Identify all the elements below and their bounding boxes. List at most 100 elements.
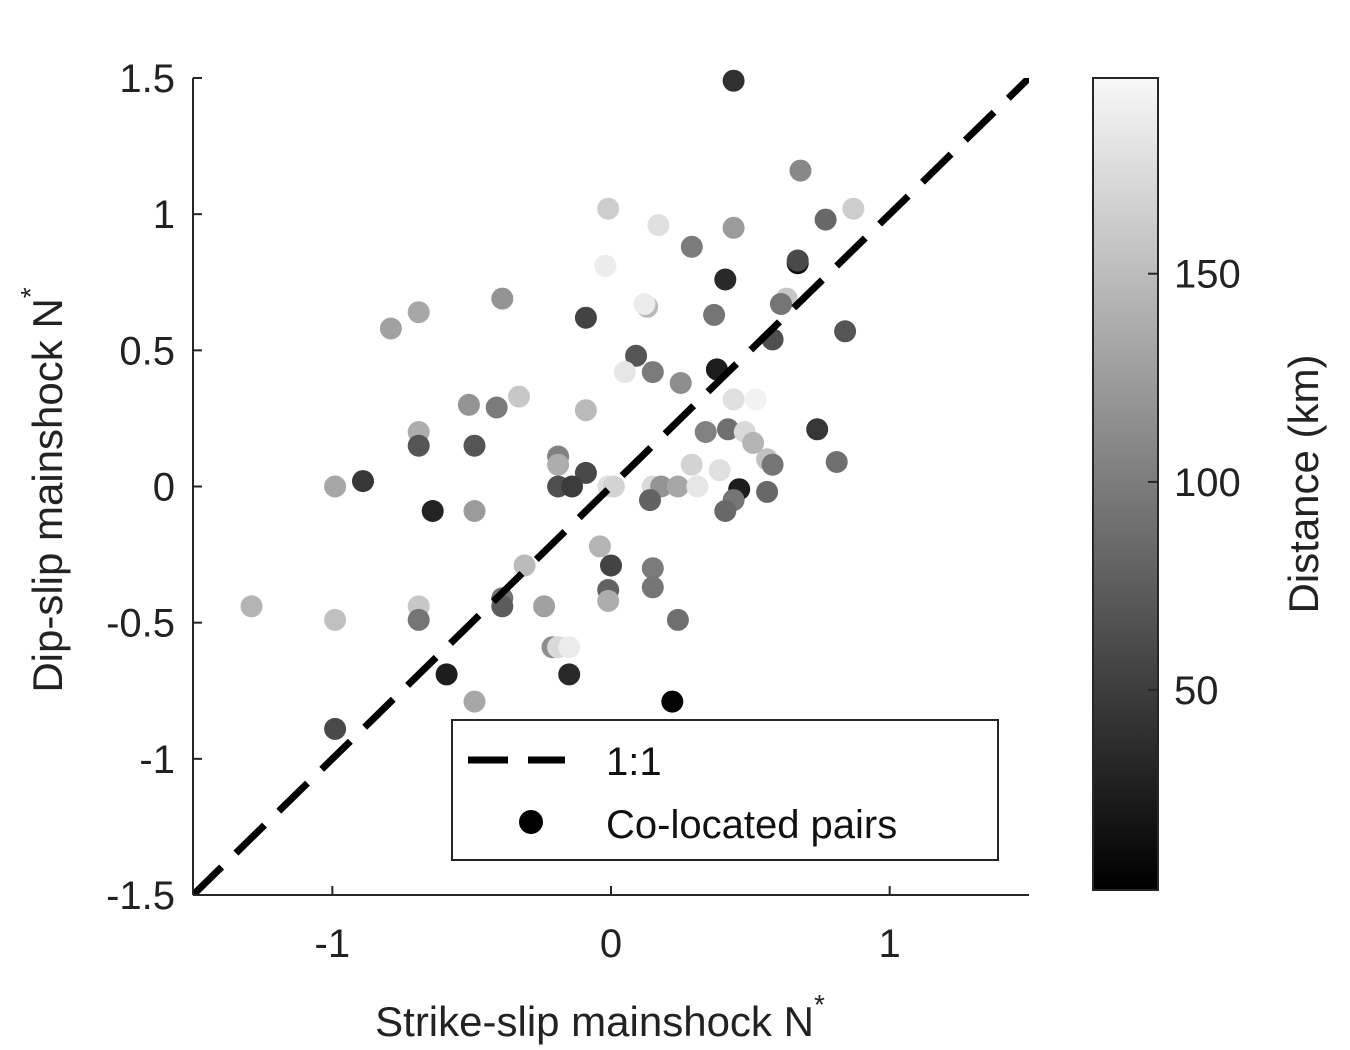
- data-point: [680, 453, 703, 476]
- data-point: [686, 475, 709, 498]
- data-point: [407, 434, 430, 457]
- y-axis-title-superscript: *: [15, 287, 46, 298]
- data-point: [770, 293, 792, 315]
- data-point: [324, 608, 347, 631]
- y-tick-label: -0.5: [106, 602, 175, 646]
- colorbar-tick-label: 50: [1174, 669, 1219, 713]
- data-point: [547, 453, 570, 476]
- colorbar-label: Distance (km): [1280, 354, 1327, 613]
- data-point: [561, 475, 583, 498]
- x-tick-label: -1: [315, 922, 351, 966]
- data-point: [814, 208, 837, 231]
- data-point: [491, 287, 514, 310]
- y-tick-label: 0.5: [119, 329, 175, 373]
- data-point: [641, 576, 664, 599]
- data-point: [647, 214, 670, 237]
- data-point: [625, 344, 648, 367]
- data-point: [641, 361, 664, 384]
- colorbar-tick-label: 100: [1174, 461, 1241, 505]
- data-point: [669, 372, 692, 394]
- data-point: [722, 216, 745, 239]
- data-point: [708, 459, 731, 482]
- y-ticks: -1.5 -1 -0.5 0 0.5 1 1.5: [106, 57, 202, 918]
- legend-circle-marker: [519, 810, 543, 834]
- x-tick-label: 0: [600, 922, 622, 966]
- legend: 1:1 Co-located pairs: [451, 719, 999, 861]
- data-point: [513, 554, 536, 577]
- data-point: [594, 254, 617, 277]
- data-point: [463, 690, 486, 713]
- data-point: [485, 396, 508, 419]
- data-point: [680, 235, 703, 258]
- x-axis-title-text: Strike-slip mainshock N: [375, 998, 814, 1045]
- data-point: [714, 268, 737, 291]
- data-point: [613, 361, 636, 384]
- data-point: [761, 453, 784, 476]
- data-point: [744, 388, 767, 411]
- data-point: [694, 421, 717, 443]
- colorbar-gradient: [1092, 77, 1159, 891]
- scatter-points: [240, 69, 865, 740]
- y-tick-label: -1: [139, 738, 175, 782]
- data-point: [463, 500, 486, 522]
- data-point: [324, 717, 347, 740]
- data-point: [842, 197, 865, 220]
- x-axis-title: Strike-slip mainshock N*: [375, 989, 825, 1045]
- data-point: [789, 159, 812, 182]
- data-point: [597, 589, 620, 612]
- data-point: [574, 399, 597, 422]
- y-axis-title-text: Dip-slip mainshock N: [24, 298, 71, 692]
- data-point: [574, 461, 597, 484]
- data-point: [240, 595, 263, 618]
- legend-label-pairs: Co-located pairs: [606, 803, 897, 847]
- data-point: [633, 293, 656, 315]
- data-point: [558, 663, 581, 686]
- data-point: [714, 500, 737, 522]
- data-point: [717, 418, 739, 441]
- y-tick-label: 0: [153, 466, 175, 510]
- data-point: [463, 434, 486, 457]
- data-point: [666, 475, 689, 498]
- data-point: [742, 431, 765, 454]
- data-point: [661, 690, 684, 713]
- data-point: [722, 388, 745, 411]
- data-point: [834, 320, 857, 343]
- colorbar: 50 100 150 Distance (km): [1092, 77, 1327, 891]
- data-point: [421, 500, 444, 522]
- data-point: [508, 385, 530, 408]
- data-point: [756, 480, 779, 503]
- legend-box: [451, 719, 999, 861]
- colorbar-ticks: 50 100 150: [1148, 253, 1241, 713]
- x-axis-title-superscript: *: [814, 989, 825, 1020]
- data-point: [666, 608, 689, 631]
- data-point: [352, 470, 374, 493]
- data-point: [600, 554, 622, 577]
- data-point: [641, 557, 664, 580]
- data-point: [457, 393, 480, 416]
- data-point: [786, 249, 809, 272]
- data-point: [533, 595, 556, 618]
- data-point: [722, 69, 745, 92]
- y-tick-label: 1: [153, 193, 175, 237]
- data-point: [407, 301, 430, 324]
- legend-label-ratio: 1:1: [606, 740, 662, 784]
- data-point: [324, 475, 347, 498]
- data-point: [558, 636, 581, 659]
- reference-line-layer: [193, 78, 1029, 895]
- data-point: [825, 451, 848, 473]
- data-point: [806, 418, 829, 441]
- data-point: [574, 306, 597, 329]
- data-point: [379, 317, 402, 340]
- x-ticks: -1 0 1: [315, 886, 901, 966]
- data-point: [435, 663, 458, 686]
- y-axis-title: Dip-slip mainshock N*: [15, 287, 71, 692]
- data-point: [588, 535, 611, 558]
- colorbar-tick-label: 150: [1174, 253, 1241, 297]
- y-tick-label: 1.5: [119, 57, 175, 101]
- data-point: [407, 608, 430, 631]
- x-tick-label: 1: [879, 922, 901, 966]
- data-point: [597, 197, 620, 220]
- data-point: [639, 489, 661, 512]
- y-tick-label: -1.5: [106, 874, 175, 918]
